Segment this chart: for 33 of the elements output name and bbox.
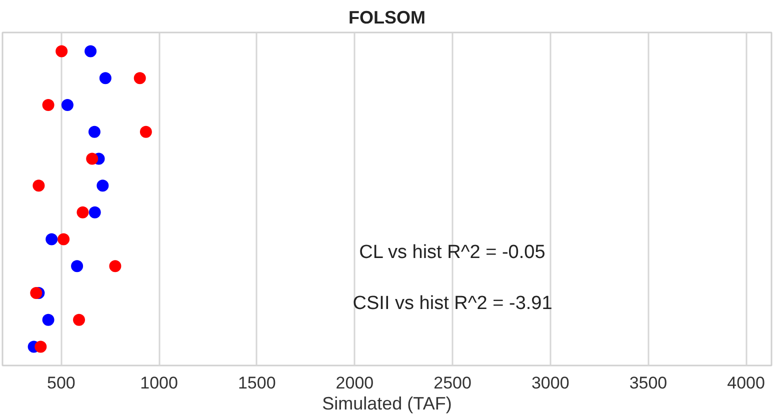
point (42, 99, 54, 111)
point (56, 45, 68, 58)
point (71, 260, 84, 272)
point (88, 206, 101, 218)
x-tick-label: 1500 (238, 374, 276, 392)
x-tick-label: 3500 (629, 374, 668, 392)
point (84, 45, 97, 58)
annotation: CSII vs hist R^2 = -3.91 (352, 293, 552, 314)
x-tick-label: 500 (47, 374, 76, 392)
point (42, 314, 54, 326)
point (46, 233, 58, 246)
point (134, 72, 146, 84)
point (99, 72, 112, 84)
point (109, 260, 122, 272)
point (88, 126, 100, 138)
point (96, 180, 109, 192)
x-tick-label: 2000 (336, 374, 374, 392)
point (30, 287, 42, 299)
point (58, 233, 70, 246)
point (32, 180, 45, 192)
x-tick-label: 2500 (434, 374, 472, 392)
x-tick-label: 1000 (140, 374, 178, 392)
point (61, 99, 74, 111)
annotation: CL vs hist R^2 = -0.05 (359, 242, 546, 264)
point (140, 126, 152, 138)
chart-title: FOLSOM (348, 8, 426, 28)
point (34, 340, 47, 353)
x-tick-label: 4000 (727, 374, 765, 392)
x-axis-title: Simulated (TAF) (322, 394, 452, 414)
point (86, 152, 98, 165)
point (73, 314, 86, 326)
x-tick-label: 3000 (531, 374, 570, 392)
point (76, 206, 89, 218)
